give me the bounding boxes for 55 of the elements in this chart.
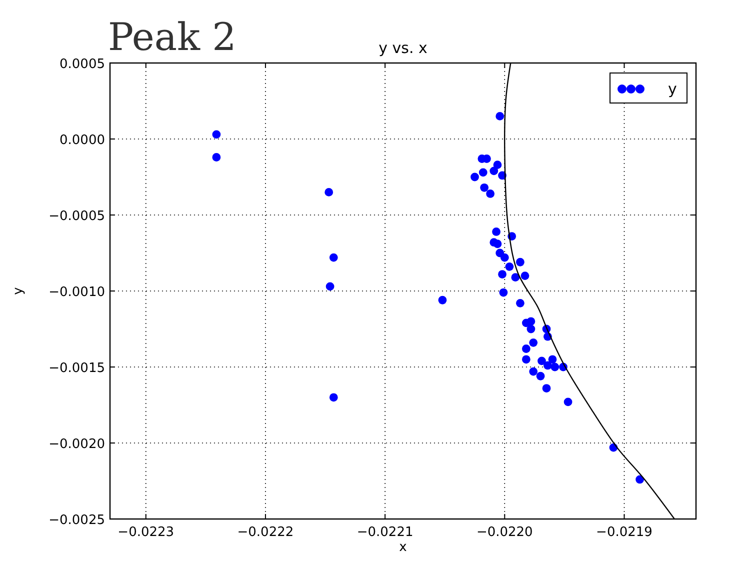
x-tick-label: −0.0222: [237, 525, 294, 540]
y-tick-label: 0.0005: [60, 57, 105, 72]
y-tick-label: −0.0020: [48, 437, 105, 452]
point: [212, 153, 221, 162]
x-tick-label: −0.0220: [476, 525, 533, 540]
point: [564, 398, 572, 406]
point: [492, 228, 500, 236]
point: [636, 475, 644, 484]
point: [520, 272, 530, 280]
y-tick-label: −0.0010: [48, 285, 105, 300]
point: [542, 384, 551, 392]
point: [324, 188, 334, 196]
point: [498, 270, 506, 278]
point: [505, 262, 514, 271]
point: [500, 253, 509, 262]
point: [329, 393, 338, 402]
point: [511, 273, 520, 282]
legend-label: y: [668, 80, 677, 98]
point: [486, 190, 494, 198]
y-tick-label: −0.0015: [48, 361, 105, 376]
y-tick-label: −0.0005: [48, 209, 105, 224]
chart-title: y vs. x: [378, 39, 428, 57]
point: [538, 356, 546, 366]
point: [499, 288, 508, 297]
point: [478, 168, 488, 177]
x-tick-label: −0.0221: [356, 525, 414, 540]
text: Peak 2: [108, 15, 236, 59]
y-axis-title: y: [11, 286, 26, 295]
point: [526, 317, 536, 326]
point: [212, 130, 221, 139]
x-tick-label: −0.0219: [596, 525, 652, 540]
point: [326, 282, 334, 291]
y-tick-label: −0.0025: [48, 513, 105, 528]
point: [548, 355, 557, 364]
point: [516, 298, 524, 308]
point: [529, 338, 538, 347]
point: [526, 324, 536, 334]
point: [438, 296, 447, 304]
point: [329, 253, 338, 262]
point: [516, 258, 524, 266]
y-tick-label: 0.0000: [60, 133, 105, 148]
point: [496, 112, 504, 120]
x-axis-title: x: [399, 540, 408, 555]
point: [470, 172, 479, 182]
point: [536, 372, 545, 380]
point: [550, 362, 560, 372]
point: [493, 240, 502, 248]
point: [544, 361, 552, 370]
point: [522, 344, 530, 353]
point: [529, 367, 538, 376]
x-tick-label: −0.0223: [118, 525, 174, 540]
point: [490, 166, 498, 176]
point: [522, 355, 530, 364]
point: [493, 160, 502, 170]
point: [480, 183, 489, 192]
